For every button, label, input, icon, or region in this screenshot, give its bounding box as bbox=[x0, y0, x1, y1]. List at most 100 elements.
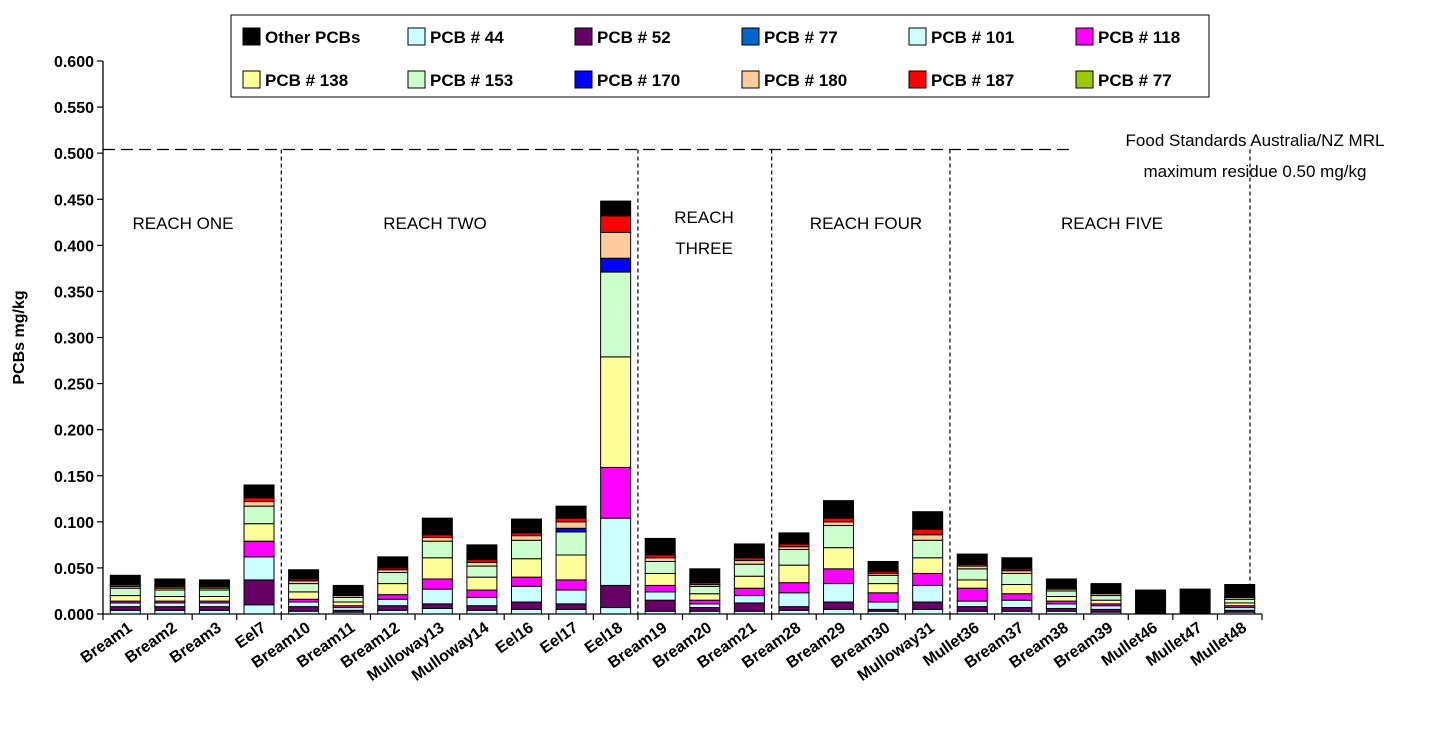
bar-segment bbox=[689, 585, 721, 595]
bar-segment bbox=[912, 584, 944, 603]
bar-segment bbox=[421, 557, 453, 580]
bar-segment bbox=[198, 606, 230, 611]
legend-swatch bbox=[242, 70, 261, 89]
y-tick-label: 0.050 bbox=[54, 561, 94, 578]
bar-segment bbox=[555, 608, 587, 615]
bar-segment bbox=[1045, 603, 1077, 609]
bar-segment bbox=[600, 271, 632, 358]
bar-segment bbox=[555, 554, 587, 581]
bar-segment bbox=[198, 602, 230, 608]
bar-segment bbox=[778, 548, 810, 566]
bar-segment bbox=[421, 578, 453, 590]
bar-segment bbox=[198, 579, 230, 587]
legend-entry: PCB # 44 bbox=[430, 28, 504, 47]
bar-segment bbox=[243, 505, 275, 525]
legend-swatch bbox=[407, 70, 426, 89]
bar-segment bbox=[1179, 588, 1211, 615]
bar-segment bbox=[689, 568, 721, 584]
bar-segment bbox=[243, 556, 275, 581]
bar-segment bbox=[421, 537, 453, 542]
bar-segment bbox=[154, 606, 186, 611]
bar-segment bbox=[510, 585, 542, 603]
y-tick-label: 0.300 bbox=[54, 331, 94, 348]
bar-segment bbox=[644, 584, 676, 593]
y-axis-title: PCBs mg/kg bbox=[11, 290, 28, 384]
bar-segment bbox=[198, 595, 230, 602]
bar-segment bbox=[288, 583, 320, 593]
bar-segment bbox=[1135, 589, 1167, 615]
reach-label: REACH bbox=[674, 208, 734, 227]
y-tick-label: 0.450 bbox=[54, 192, 94, 209]
bar-segment bbox=[1001, 584, 1033, 595]
bar-segment bbox=[466, 544, 498, 561]
bar-segment bbox=[510, 576, 542, 587]
bar-segment bbox=[243, 501, 275, 507]
bar-segment bbox=[377, 594, 409, 600]
bar-segment bbox=[1224, 598, 1256, 604]
bar-segment bbox=[109, 587, 141, 597]
bar-segment bbox=[377, 598, 409, 607]
bar-segment bbox=[555, 517, 587, 523]
bar-segment bbox=[154, 602, 186, 608]
bar-segment bbox=[733, 575, 765, 589]
bar-segment bbox=[689, 599, 721, 605]
bar-segment bbox=[600, 215, 632, 233]
legend-swatch bbox=[1075, 70, 1094, 89]
mrl-label-line1: Food Standards Australia/NZ MRL bbox=[1126, 131, 1385, 150]
y-tick-label: 0.400 bbox=[54, 238, 94, 255]
bar-segment bbox=[823, 601, 855, 610]
bar-segment bbox=[956, 606, 988, 612]
legend-entry: PCB # 180 bbox=[764, 71, 847, 90]
legend-swatch bbox=[242, 27, 261, 46]
legend-swatch bbox=[741, 27, 760, 46]
reach-label: REACH FIVE bbox=[1061, 214, 1163, 233]
bar-segment bbox=[1001, 572, 1033, 586]
bar-segment bbox=[555, 531, 587, 556]
chart-annotations: Food Standards Australia/NZ MRL maximum r… bbox=[132, 131, 1384, 258]
legend-swatch bbox=[908, 70, 927, 89]
legend-box bbox=[230, 14, 1210, 98]
mrl-label-line2: maximum residue 0.50 mg/kg bbox=[1144, 162, 1367, 181]
bar-segment bbox=[912, 608, 944, 615]
bar-segment bbox=[644, 560, 676, 574]
bar-segment bbox=[644, 537, 676, 556]
bar-segment bbox=[332, 584, 364, 596]
bar-segment bbox=[778, 606, 810, 611]
bar-segment bbox=[421, 517, 453, 536]
bar-segment bbox=[1224, 584, 1256, 597]
legend-entry: PCB # 118 bbox=[1098, 28, 1180, 47]
bar-segment bbox=[243, 523, 275, 542]
legend-entry: PCB # 170 bbox=[597, 71, 680, 90]
bar-segment bbox=[912, 534, 944, 541]
bar-segment bbox=[332, 601, 364, 607]
bar-segment bbox=[555, 589, 587, 605]
bar-segment bbox=[466, 576, 498, 591]
legend-swatch bbox=[574, 27, 593, 46]
bar-segment bbox=[555, 579, 587, 591]
bar-stacks bbox=[109, 200, 1256, 615]
bar-segment bbox=[421, 540, 453, 559]
bar-segment bbox=[1090, 595, 1122, 601]
bar-segment bbox=[109, 602, 141, 608]
bar-segment bbox=[733, 563, 765, 577]
bar-segment bbox=[778, 592, 810, 608]
bar-segment bbox=[644, 572, 676, 586]
bar-segment bbox=[466, 605, 498, 611]
bar-segment bbox=[733, 560, 765, 565]
bar-segment bbox=[466, 596, 498, 607]
bar-segment bbox=[288, 606, 320, 612]
legend-entry: PCB # 52 bbox=[597, 28, 671, 47]
bar-segment bbox=[510, 608, 542, 615]
bar-segment bbox=[377, 556, 409, 569]
bar-segment bbox=[823, 583, 855, 603]
bar-segment bbox=[956, 600, 988, 608]
bar-segment bbox=[912, 528, 944, 536]
x-tick-label: Eel17 bbox=[537, 619, 581, 657]
bar-segment bbox=[733, 595, 765, 604]
y-tick-label: 0.350 bbox=[54, 284, 94, 301]
bar-segment bbox=[510, 601, 542, 610]
bar-segment bbox=[956, 553, 988, 565]
bar-segment bbox=[600, 231, 632, 259]
bar-segment bbox=[109, 595, 141, 602]
bar-segment bbox=[1090, 583, 1122, 594]
